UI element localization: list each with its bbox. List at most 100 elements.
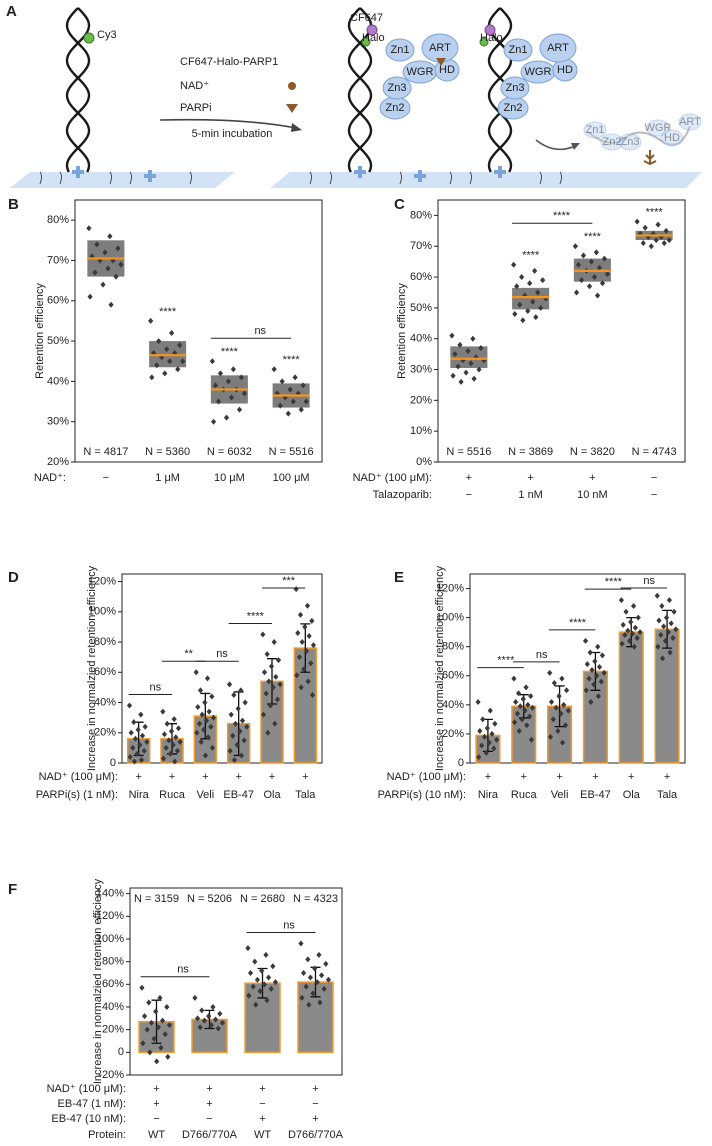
data-point	[618, 597, 624, 604]
data-point	[264, 997, 270, 1004]
data-point	[591, 681, 597, 688]
data-point	[658, 632, 664, 639]
data-point	[196, 720, 203, 727]
condition-value: +	[466, 472, 472, 484]
plot-frame	[469, 573, 686, 764]
data-point	[264, 651, 270, 658]
data-point	[586, 283, 593, 290]
data-point	[232, 720, 239, 727]
condition-value: +	[153, 1098, 159, 1110]
data-point	[137, 741, 143, 748]
data-point	[595, 643, 601, 650]
halo-dot	[484, 24, 496, 36]
significance: ****	[646, 206, 664, 218]
data-point	[128, 729, 134, 736]
data-point	[298, 406, 304, 413]
data-point	[486, 739, 492, 746]
domain-faded	[646, 119, 670, 137]
data-point	[267, 702, 274, 709]
data-point	[563, 687, 570, 694]
data-point	[310, 990, 316, 997]
data-point	[513, 698, 519, 705]
data-point	[298, 940, 304, 947]
data-point	[157, 994, 163, 1001]
data-point	[458, 378, 464, 385]
condition-value: +	[527, 472, 533, 484]
y-tick-label: 30%	[47, 416, 69, 428]
data-point	[468, 360, 474, 367]
data-point	[146, 999, 152, 1006]
data-point	[299, 994, 305, 1001]
data-point	[452, 351, 458, 358]
error-bar	[300, 623, 311, 673]
data-point	[449, 332, 455, 339]
cy3-dot	[83, 32, 95, 44]
n-label: N = 5360	[145, 446, 190, 458]
data-point	[270, 684, 276, 691]
data-point	[156, 338, 162, 345]
condition-value: D766/770A	[182, 1129, 238, 1141]
data-point	[565, 707, 571, 714]
data-point	[316, 951, 322, 958]
data-point	[135, 726, 141, 733]
data-point	[174, 747, 181, 754]
data-point	[529, 704, 536, 711]
domain-faded	[600, 133, 624, 151]
data-point	[303, 648, 310, 655]
bracket-label: ns	[283, 919, 295, 931]
data-point	[634, 218, 640, 225]
data-point	[524, 722, 530, 729]
y-tick-label: 30%	[410, 363, 432, 375]
data-point	[306, 632, 312, 639]
data-point	[206, 708, 212, 715]
plot-frame	[437, 199, 686, 463]
data-point	[199, 711, 205, 718]
condition-label: PARPi(s) (10 nM):	[378, 789, 466, 801]
data-point	[193, 669, 199, 676]
data-point	[511, 719, 518, 726]
data-point	[535, 289, 541, 296]
data-point	[293, 586, 299, 593]
data-point	[100, 281, 106, 288]
bracket-label: ****	[569, 617, 587, 629]
data-point	[480, 716, 486, 723]
data-point	[209, 693, 215, 700]
data-point	[212, 1016, 219, 1023]
data-point	[476, 366, 482, 373]
condition-value: +	[485, 771, 491, 783]
data-point	[108, 301, 114, 308]
data-point	[177, 342, 183, 349]
data-point	[295, 629, 301, 636]
condition-value: −	[153, 1113, 159, 1125]
y-tick-label: 60%	[410, 271, 432, 283]
condition-value: +	[206, 1083, 212, 1095]
data-point	[164, 720, 170, 727]
condition-value: +	[312, 1113, 318, 1125]
data-point	[242, 699, 248, 706]
data-point	[627, 637, 633, 644]
anchor	[354, 166, 366, 178]
domain-label: ART	[547, 42, 569, 54]
data-point	[520, 696, 526, 703]
n-label: N = 3869	[508, 446, 553, 458]
linker	[469, 171, 472, 185]
data-point	[475, 698, 481, 705]
anchor	[414, 170, 426, 182]
data-point	[238, 374, 245, 381]
halo-label: Halo	[480, 32, 503, 44]
domain	[539, 33, 577, 63]
data-point	[587, 649, 593, 656]
data-point	[300, 970, 307, 976]
data-point	[195, 704, 201, 711]
dna-strand	[347, 7, 373, 173]
data-point	[556, 693, 562, 700]
condition-value: Nira	[129, 789, 150, 801]
panel-label: B	[8, 196, 19, 213]
cy3-label: Cy3	[97, 29, 117, 41]
data-point	[254, 976, 261, 983]
data-point	[494, 736, 500, 743]
bracket-label: ****	[553, 210, 571, 222]
data-point	[586, 675, 592, 682]
data-point	[290, 398, 296, 405]
y-tick-label: 70%	[410, 240, 432, 252]
